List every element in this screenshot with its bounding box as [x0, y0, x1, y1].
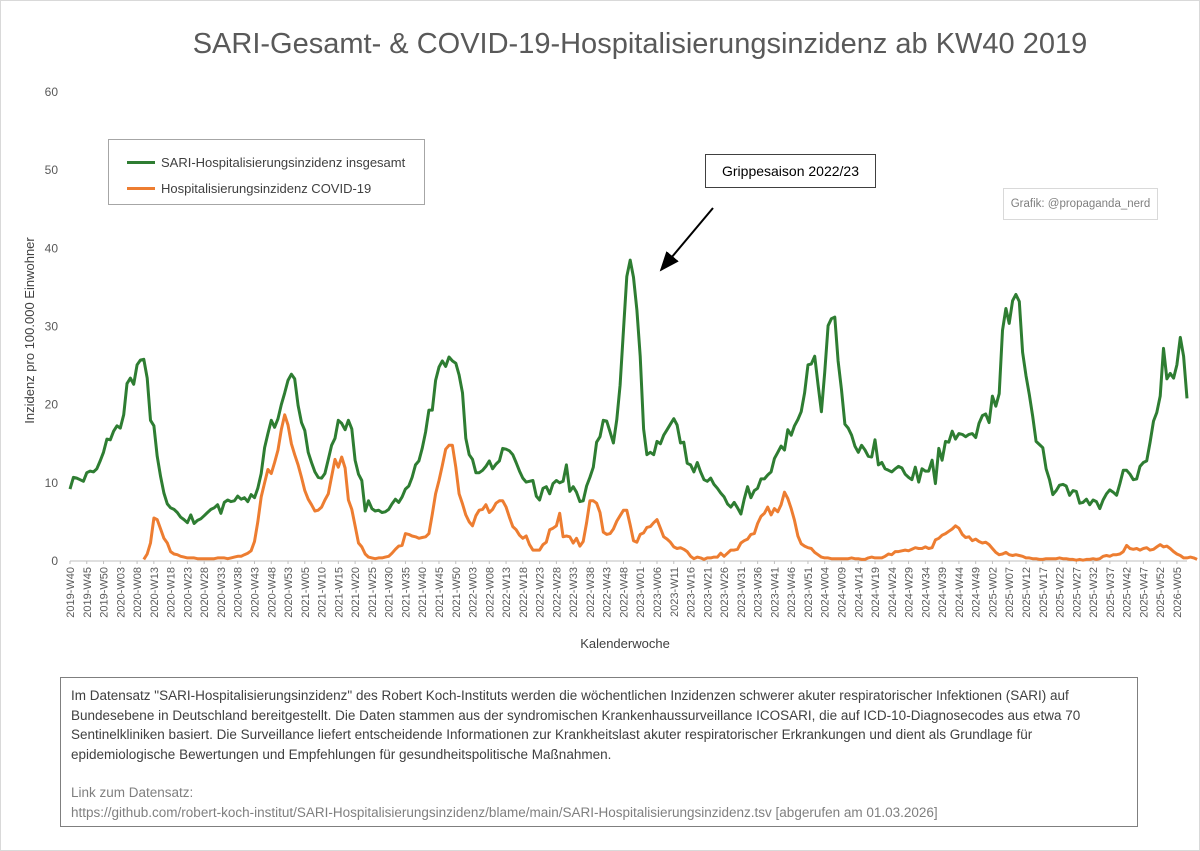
legend-swatch-sari	[127, 160, 155, 164]
legend-label-sari: SARI-Hospitalisierungsinzidenz insgesamt	[161, 154, 406, 170]
x-tick-label: 2026-W05	[1172, 567, 1184, 618]
x-tick-label: 2025-W22	[1055, 567, 1067, 618]
x-tick-label: 2024-W19	[870, 567, 882, 618]
dataset-link[interactable]: https://github.com/robert-koch-institut/…	[71, 804, 938, 820]
series-line-covid	[142, 413, 1198, 562]
y-tick-label: 20	[45, 398, 59, 412]
x-tick-label: 2025-W37	[1105, 567, 1117, 618]
x-tick-label: 2023-W31	[736, 567, 748, 618]
x-tick-label: 2023-W26	[719, 567, 731, 618]
x-tick-label: 2020-W08	[132, 567, 144, 618]
y-tick-label: 60	[45, 85, 59, 99]
x-tick-label: 2023-W16	[686, 567, 698, 618]
x-tick-label: 2023-W21	[702, 567, 714, 618]
x-tick-label: 2024-W34	[920, 567, 932, 618]
legend-item-sari: SARI-Hospitalisierungsinzidenz insgesamt	[127, 153, 405, 171]
x-tick-label: 2025-W52	[1155, 567, 1167, 618]
x-tick-label: 2021-W25	[367, 567, 379, 618]
x-tick-label: 2020-W03	[115, 567, 127, 618]
x-tick-label: 2025-W32	[1088, 567, 1100, 618]
x-tick-label: 2023-W36	[753, 567, 765, 618]
x-tick-label: 2021-W50	[451, 567, 463, 618]
x-tick-label: 2021-W35	[400, 567, 412, 618]
x-tick-label: 2022-W23	[535, 567, 547, 618]
x-tick-label: 2020-W33	[216, 567, 228, 618]
x-tick-label: 2022-W28	[551, 567, 563, 618]
x-tick-label: 2022-W03	[468, 567, 480, 618]
x-tick-label: 2023-W46	[786, 567, 798, 618]
legend: SARI-Hospitalisierungsinzidenz insgesamt…	[108, 139, 425, 205]
legend-label-covid: Hospitalisierungsinzidenz COVID-19	[161, 180, 372, 196]
x-tick-label: 2019-W40	[65, 567, 77, 618]
x-tick-label: 2021-W15	[333, 567, 345, 618]
x-tick-label: 2020-W53	[283, 567, 295, 618]
y-tick-label: 50	[45, 163, 59, 177]
x-tick-label: 2025-W12	[1021, 567, 1033, 618]
x-tick-label: 2023-W11	[669, 567, 681, 617]
x-tick-label: 2024-W09	[837, 567, 849, 618]
y-tick-label: 30	[45, 320, 59, 334]
legend-swatch-covid	[127, 186, 155, 190]
y-tick-label: 40	[45, 241, 59, 255]
x-tick-label: 2019-W50	[99, 567, 111, 618]
x-tick-label: 2022-W18	[518, 567, 530, 618]
y-tick-label: 10	[45, 476, 59, 490]
x-tick-label: 2019-W45	[82, 567, 94, 618]
credit-label: Grafik: @propaganda_nerd	[1003, 188, 1158, 220]
x-tick-label: 2020-W13	[149, 567, 161, 618]
chart-title: SARI-Gesamt- & COVID-19-Hospitalisierung…	[192, 28, 1088, 60]
x-tick-label: 2023-W51	[803, 567, 815, 618]
y-tick-label: 0	[51, 554, 58, 568]
x-tick-label: 2024-W29	[904, 567, 916, 618]
description-text: Im Datensatz "SARI-Hospitalisierungsinzi…	[71, 688, 1081, 762]
x-tick-label: 2025-W17	[1038, 567, 1050, 618]
x-tick-label: 2022-W08	[484, 567, 496, 618]
link-label: Link zum Datensatz:	[71, 785, 194, 800]
x-tick-label: 2021-W20	[350, 567, 362, 618]
x-tick-label: 2024-W39	[937, 567, 949, 618]
x-tick-label: 2020-W23	[182, 567, 194, 618]
x-tick-label: 2022-W38	[585, 567, 597, 618]
x-tick-label: 2021-W30	[384, 567, 396, 618]
x-tick-label: 2021-W40	[417, 567, 429, 618]
x-tick-label: 2023-W01	[635, 567, 647, 618]
x-tick-label: 2022-W43	[602, 567, 614, 618]
y-axis-title: Inzidenz pro 100.000 Einwohner	[22, 237, 37, 424]
x-tick-label: 2022-W48	[618, 567, 630, 618]
x-tick-label: 2025-W42	[1122, 567, 1134, 618]
legend-item-covid: Hospitalisierungsinzidenz COVID-19	[127, 179, 371, 197]
x-axis-title: Kalenderwoche	[580, 636, 670, 651]
x-tick-label: 2025-W02	[987, 567, 999, 618]
x-tick-label: 2021-W05	[300, 567, 312, 618]
x-tick-label: 2024-W04	[820, 567, 832, 618]
x-tick-label: 2020-W48	[266, 567, 278, 618]
x-tick-label: 2020-W28	[199, 567, 211, 618]
x-tick-label: 2024-W24	[887, 567, 899, 618]
x-tick-label: 2025-W27	[1071, 567, 1083, 618]
annotation-callout: Grippesaison 2022/23	[705, 154, 876, 188]
x-tick-label: 2022-W13	[501, 567, 513, 618]
x-tick-label: 2020-W43	[249, 567, 261, 618]
x-tick-label: 2021-W10	[317, 567, 329, 618]
x-tick-label: 2025-W47	[1138, 567, 1150, 618]
x-tick-label: 2024-W49	[971, 567, 983, 618]
series-line-sari	[68, 258, 1189, 525]
x-tick-label: 2023-W41	[769, 567, 781, 618]
x-tick-label: 2020-W18	[166, 567, 178, 618]
x-tick-label: 2024-W44	[954, 567, 966, 618]
description-box: Im Datensatz "SARI-Hospitalisierungsinzi…	[60, 677, 1138, 827]
x-tick-label: 2022-W33	[568, 567, 580, 618]
x-tick-label: 2025-W07	[1004, 567, 1016, 618]
x-tick-label: 2021-W45	[434, 567, 446, 618]
x-tick-label: 2024-W14	[853, 567, 865, 618]
x-tick-label: 2020-W38	[233, 567, 245, 618]
annotation-arrow	[659, 207, 714, 272]
x-tick-label: 2023-W06	[652, 567, 664, 618]
